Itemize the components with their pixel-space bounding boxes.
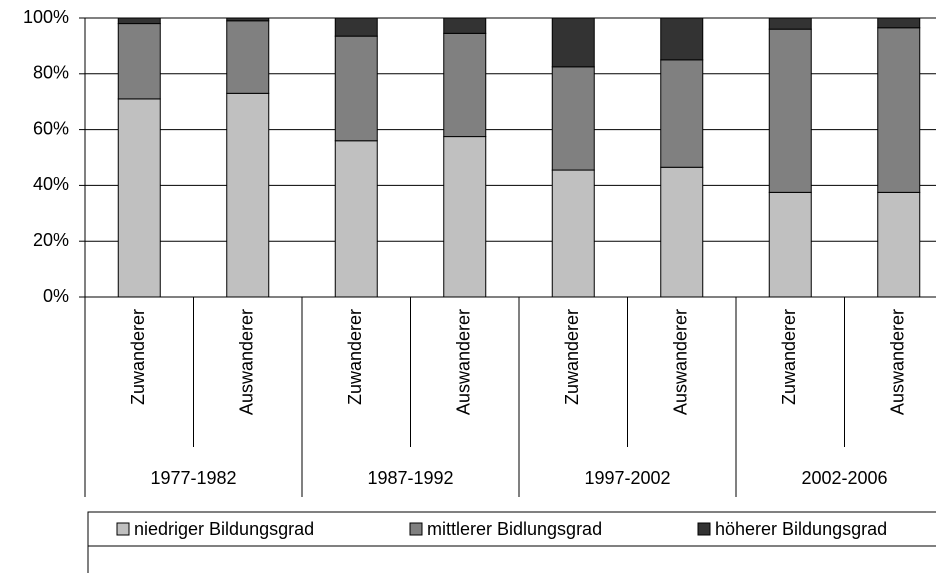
bar-segment (877, 17, 921, 29)
x-tick-label: Zuwanderer (562, 309, 582, 405)
bar-segment (551, 169, 595, 298)
bar-segment (877, 27, 921, 193)
legend-box (87, 511, 936, 547)
x-tick-label: Zuwanderer (779, 309, 799, 405)
bar-segment (117, 17, 161, 25)
x-tick-label: Zuwanderer (345, 309, 365, 405)
legend-swatch (409, 522, 423, 536)
bar-segment (334, 17, 378, 37)
y-tick-label: 60% (33, 118, 69, 138)
x-tick-label: Auswanderer (888, 309, 908, 415)
bar-segment (660, 17, 704, 61)
x-tick-label: Auswanderer (671, 309, 691, 415)
y-tick-label: 100% (23, 7, 69, 27)
bar-segment (226, 17, 270, 22)
x-tick-label: Zuwanderer (128, 309, 148, 405)
y-tick-label: 20% (33, 230, 69, 250)
y-tick-label: 40% (33, 174, 69, 194)
bar-segment (768, 191, 812, 298)
bar-segment (334, 140, 378, 298)
bar-segment (551, 66, 595, 171)
bar-segment (660, 166, 704, 298)
group-label: 1997-2002 (584, 468, 670, 488)
bar-segment (117, 98, 161, 298)
legend-swatch (116, 522, 130, 536)
group-label: 2002-2006 (801, 468, 887, 488)
bar-segment (226, 92, 270, 298)
x-tick-label: Auswanderer (237, 309, 257, 415)
bar-segment (443, 32, 487, 138)
bar-segment (117, 23, 161, 100)
group-label: 1977-1982 (150, 468, 236, 488)
bar-segment (226, 20, 270, 94)
bar-segment (877, 191, 921, 298)
group-label: 1987-1992 (367, 468, 453, 488)
bar-segment (334, 35, 378, 142)
bar-segment (443, 17, 487, 34)
legend-label: mittlerer Bidlungsgrad (427, 519, 602, 539)
y-tick-label: 0% (43, 286, 69, 306)
bar-segment (660, 59, 704, 168)
legend-label: höherer Bildungsgrad (715, 519, 887, 539)
y-tick-label: 80% (33, 63, 69, 83)
bar-segment (551, 17, 595, 68)
legend-swatch (697, 522, 711, 536)
bar-segment (443, 136, 487, 298)
bar-segment (768, 17, 812, 30)
bar-segment (768, 28, 812, 193)
x-tick-label: Auswanderer (454, 309, 474, 415)
legend-label: niedriger Bildungsgrad (134, 519, 314, 539)
